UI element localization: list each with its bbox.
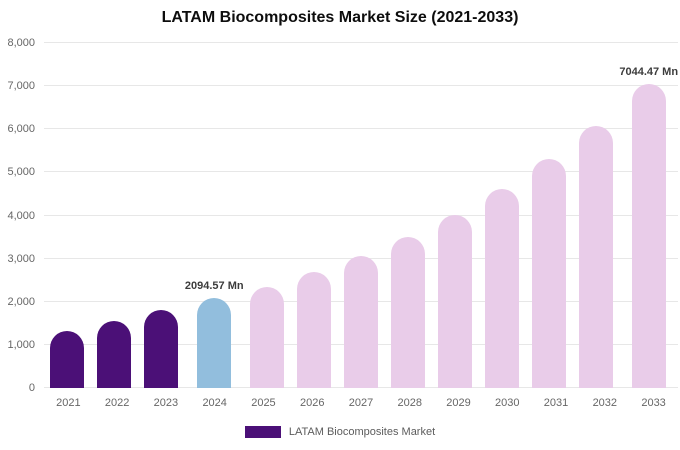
bar-2027[interactable]: [344, 256, 379, 388]
bar-2024[interactable]: [197, 297, 232, 388]
bar-slot: [572, 43, 619, 388]
y-axis-tick-label: 4,000: [7, 209, 35, 222]
bar-slot: [478, 43, 525, 388]
chart-title: LATAM Biocomposites Market Size (2021-20…: [161, 9, 519, 26]
x-axis-tick-label: 2024: [202, 397, 227, 409]
bar-2026[interactable]: [297, 272, 332, 388]
plot-area: 2094.57 Mn 7044.47 Mn: [44, 42, 678, 388]
y-axis-tick-label: 1,000: [7, 338, 35, 351]
x-axis-tick-label: 2025: [251, 397, 276, 409]
gridline: [44, 214, 678, 216]
bar-2023[interactable]: [144, 310, 179, 388]
x-axis-tick-label: 2027: [348, 397, 374, 409]
gridline: [44, 128, 678, 130]
bar-slot: 7044.47 Mn: [619, 43, 678, 388]
x-axis-tick-label: 2031: [543, 397, 569, 409]
bar-slot: [338, 43, 385, 388]
x-axis-tick-label: 2030: [495, 397, 520, 409]
bar-slot: [385, 43, 432, 388]
bar-slot: [431, 43, 478, 388]
x-axis-tick-label: 2032: [592, 397, 618, 409]
bar-2028[interactable]: [391, 237, 425, 388]
bar-slot: [291, 43, 338, 388]
gridline: [44, 85, 678, 87]
bar-2029[interactable]: [437, 214, 472, 388]
bar-slot: [244, 43, 291, 388]
y-axis-tick-label: 2,000: [7, 295, 35, 308]
bar-2030[interactable]: [484, 188, 519, 388]
y-axis-tick-label: 6,000: [7, 123, 35, 136]
bar-slot: [138, 43, 185, 388]
gridline: [44, 171, 678, 173]
x-axis-tick-label: 2026: [299, 397, 325, 409]
legend-label: LATAM Biocomposites Market: [288, 426, 436, 438]
bar-2032[interactable]: [578, 126, 613, 388]
x-axis: 2021 2022 2023 2024 2025 2026 2027 2028 2029 2030…: [44, 397, 678, 409]
bar-2031[interactable]: [531, 159, 566, 388]
y-axis-tick-label: 8,000: [7, 37, 35, 49]
plot-wrap: 0 1,000 2,000 3,000 4,000 5,000 6,000 7,000 8,00…: [0, 37, 680, 394]
y-axis-tick-label: 7,000: [7, 80, 35, 93]
y-axis-tick-label: 5,000: [7, 166, 35, 179]
gridline: [44, 42, 678, 43]
x-axis-tick-label: 2023: [153, 397, 179, 409]
legend-item[interactable]: LATAM Biocomposites Market: [0, 426, 680, 438]
x-axis-tick-label: 2029: [446, 397, 471, 409]
bar-slot: [44, 43, 91, 388]
y-axis-tick-label: 0: [28, 382, 35, 394]
x-axis-tick-label: 2021: [56, 397, 81, 409]
x-axis-tick-label: 2028: [397, 397, 422, 409]
y-axis-tick-label: 3,000: [7, 252, 35, 265]
x-axis-tick-label: 2033: [641, 397, 666, 409]
bar-slot: [525, 43, 572, 388]
bar-value-label: 2094.57 Mn: [184, 279, 244, 292]
legend-swatch: [244, 426, 281, 438]
x-axis-tick-label: 2022: [104, 397, 130, 409]
y-axis: 0 1,000 2,000 3,000 4,000 5,000 6,000 7,000 8,00…: [0, 37, 40, 394]
bar-value-label: 7044.47 Mn: [619, 66, 679, 79]
bar-slot: [91, 43, 138, 388]
bars: 2094.57 Mn 7044.47 Mn: [44, 43, 678, 388]
bar-2025[interactable]: [250, 286, 285, 388]
bar-2021[interactable]: [50, 331, 85, 388]
bar-2033[interactable]: [631, 84, 666, 388]
bar-2022[interactable]: [97, 321, 132, 388]
bar-slot: 2094.57 Mn: [185, 43, 244, 388]
